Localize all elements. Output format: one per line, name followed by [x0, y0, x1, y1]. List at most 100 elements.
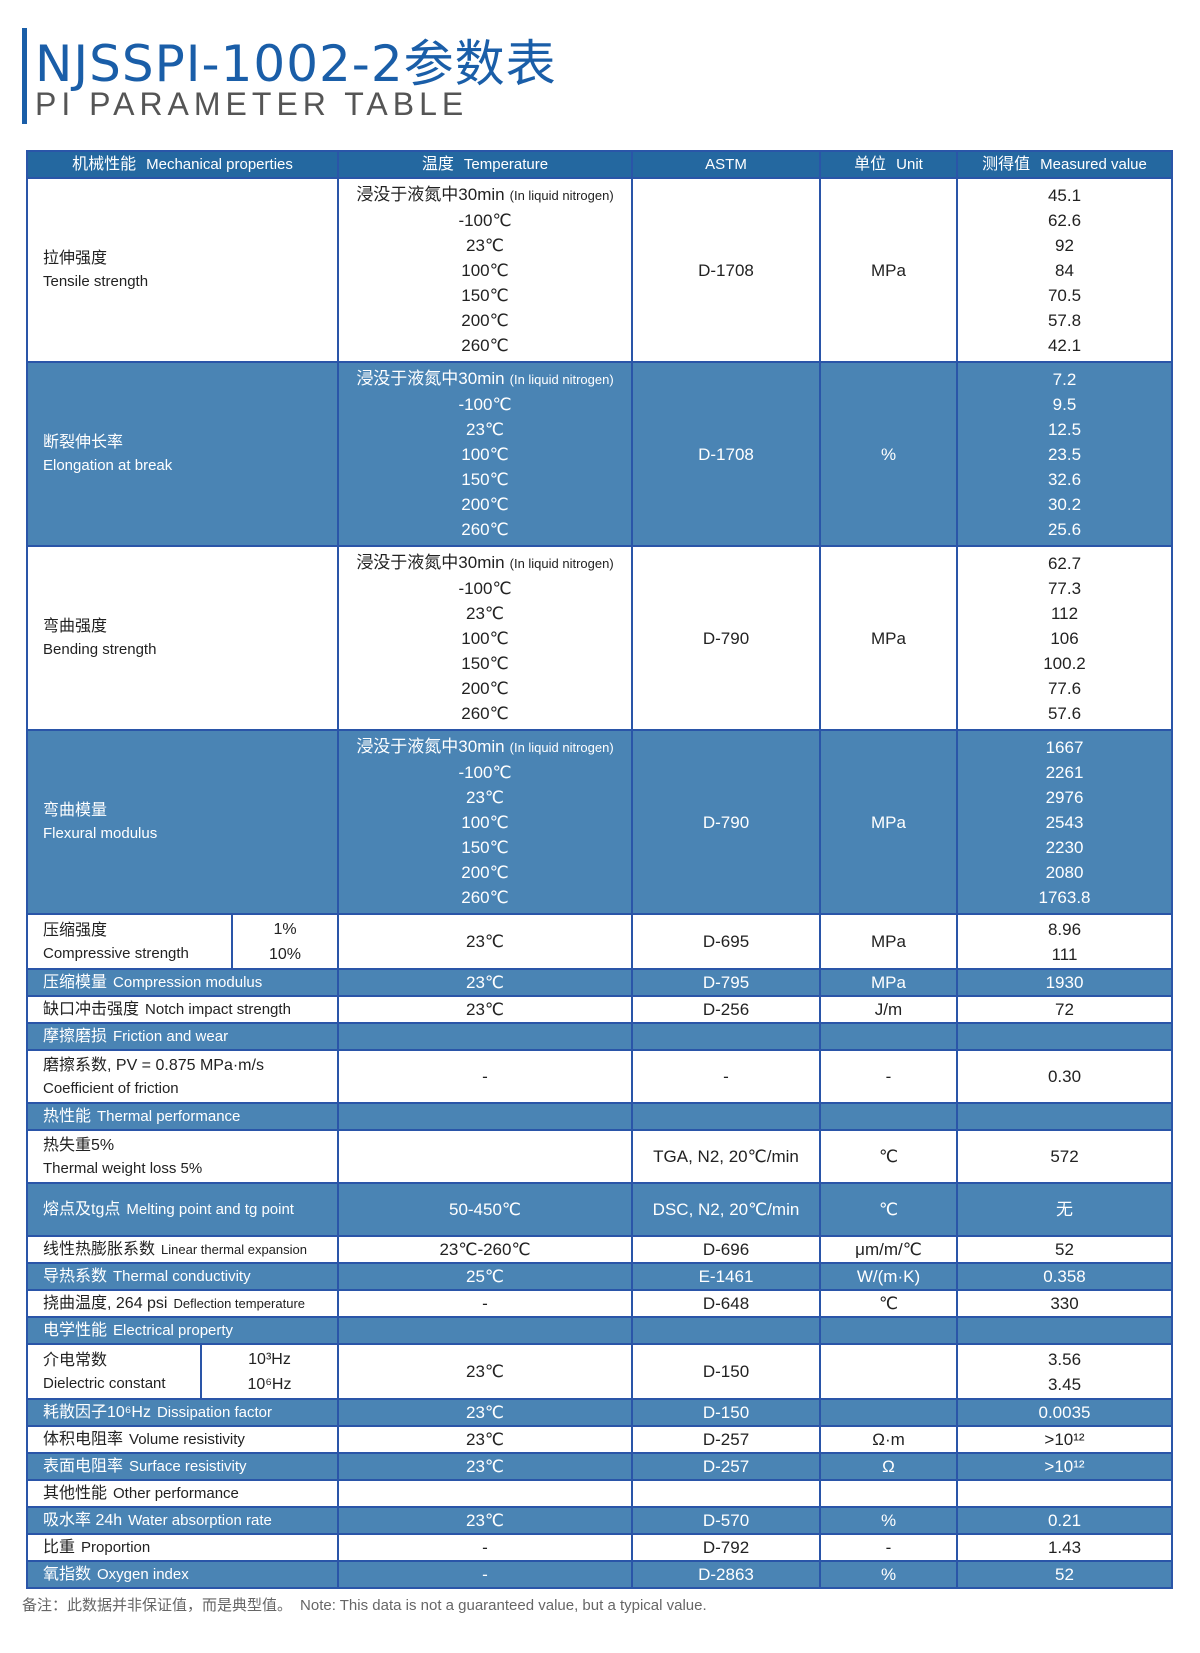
property-label: 摩擦磨损 Friction and wear: [26, 1022, 339, 1051]
astm-cell: D-2863: [631, 1560, 821, 1589]
temperature-cell: 23℃: [337, 913, 633, 970]
astm-cell: D-256: [631, 995, 821, 1024]
property-label: 热性能 Thermal performance: [26, 1102, 339, 1131]
measured-value: 57.6: [1047, 703, 1082, 723]
temperature-cell: -: [337, 1533, 633, 1562]
measured-value: 2230: [1045, 837, 1084, 857]
property-label: 氧指数 Oxygen index: [26, 1560, 339, 1589]
table-row: 吸水率 24h Water absorption rate 23℃ D-570% 0.2…: [26, 1506, 1173, 1535]
measured-value-cell: [956, 1022, 1173, 1051]
temperature-cell: 23℃: [337, 1398, 633, 1427]
property-name-zh: 比重: [43, 1539, 76, 1556]
astm-value: D-1708: [698, 260, 754, 280]
measured-value-cell: 无: [956, 1182, 1173, 1237]
temperature-value: 150℃: [461, 838, 509, 857]
measured-value: 1.43: [1047, 1538, 1082, 1557]
property-label: 弯曲强度 Bending strength: [26, 545, 339, 731]
unit-cell: %: [819, 1506, 958, 1535]
unit-cell: J/m: [819, 995, 958, 1024]
temperature-value: 100℃: [461, 813, 509, 832]
property-name-en: Surface resistivity: [129, 1458, 247, 1475]
measured-value: 70.5: [1047, 285, 1082, 305]
measured-value: 3.45: [1047, 1374, 1082, 1394]
unit-cell: [819, 1102, 958, 1131]
measured-value: 111: [1051, 944, 1078, 964]
measured-value: 0.358: [1043, 1267, 1086, 1286]
unit-value: MPa: [871, 260, 906, 280]
temperature-liquid-nitrogen: 浸没于液氮中30min: [356, 185, 505, 204]
measured-value: 112: [1050, 603, 1079, 623]
temperature-cell: [337, 1022, 633, 1051]
measured-value: 8.96: [1047, 919, 1082, 939]
temperature-note: (In liquid nitrogen): [509, 740, 614, 755]
temperature-cell: -: [337, 1289, 633, 1318]
temperature-value: 200℃: [461, 311, 509, 330]
table-row: 线性热膨胀系数 Linear thermal expansion 23℃-260℃ D…: [26, 1235, 1173, 1264]
temperature-value: 23℃: [465, 1000, 504, 1019]
astm-value: D-790: [702, 812, 750, 832]
astm-cell: D-570: [631, 1506, 821, 1535]
astm-cell: DSC, N2, 20℃/min: [631, 1182, 821, 1237]
property-name-zh: 线性热膨胀系数: [43, 1241, 156, 1258]
temperature-value: -100℃: [458, 763, 512, 782]
property-name-zh: 挠曲温度, 264 psi: [43, 1295, 168, 1312]
sub-condition: 10%: [268, 945, 302, 963]
property-name-en: Other performance: [113, 1485, 239, 1502]
astm-cell: -: [631, 1049, 821, 1104]
temperature-liquid-nitrogen: 浸没于液氮中30min: [356, 737, 505, 756]
property-label: 磨擦系数, PV = 0.875 MPa·m/s Coefficient of f…: [26, 1049, 339, 1104]
table-row: 其他性能 Other performance: [26, 1479, 1173, 1508]
measured-value-cell: 52: [956, 1560, 1173, 1589]
property-name-en: Oxygen index: [97, 1566, 189, 1583]
sub-condition: 1%: [273, 920, 297, 938]
measured-value: 330: [1050, 1294, 1079, 1313]
property-name-zh: 磨擦系数, PV = 0.875 MPa·m/s: [43, 1056, 264, 1074]
measured-value: 42.1: [1047, 335, 1082, 355]
temperature-value: -100℃: [458, 395, 512, 414]
property-name-en: Dielectric constant: [43, 1374, 166, 1392]
temperature-value: 200℃: [461, 495, 509, 514]
table-row: 耗散因子10⁶Hz Dissipation factor 23℃ D-150 0.003…: [26, 1398, 1173, 1427]
astm-cell: E-1461: [631, 1262, 821, 1291]
astm-cell: [631, 1022, 821, 1051]
property-name-en: Thermal weight loss 5%: [43, 1159, 203, 1177]
unit-value: %: [880, 1511, 897, 1530]
measured-value-cell: 1930: [956, 968, 1173, 997]
temperature-value: 23℃: [465, 973, 504, 992]
unit-value: J/m: [874, 1000, 903, 1019]
property-label: 挠曲温度, 264 psi Deflection temperature: [26, 1289, 339, 1318]
unit-value: ℃: [878, 1147, 899, 1166]
measured-value: 2543: [1045, 812, 1084, 832]
temperature-value: 浸没于液氮中30min (In liquid nitrogen): [339, 366, 631, 392]
table-row: 挠曲温度, 264 psi Deflection temperature - D-64…: [26, 1289, 1173, 1318]
table-row: 磨擦系数, PV = 0.875 MPa·m/s Coefficient of f…: [26, 1049, 1173, 1104]
unit-cell: [819, 1316, 958, 1345]
temperature-value: 浸没于液氮中30min (In liquid nitrogen): [339, 550, 631, 576]
astm-value: D-256: [702, 1000, 750, 1019]
header-en: Unit: [896, 156, 923, 173]
property-label: 导热系数 Thermal conductivity: [26, 1262, 339, 1291]
property-label: 断裂伸长率 Elongation at break: [26, 361, 339, 547]
measured-value: 2080: [1045, 862, 1084, 882]
property-name-zh: 热性能: [43, 1108, 92, 1125]
temperature-value: -: [482, 1538, 488, 1557]
measured-value: 52: [1055, 1240, 1074, 1259]
property-label: 熔点及tg点 Melting point and tg point: [26, 1182, 339, 1237]
temperature-value: -100℃: [458, 211, 512, 230]
property-name-en: Water absorption rate: [128, 1512, 272, 1529]
astm-value: DSC, N2, 20℃/min: [652, 1200, 800, 1219]
unit-value: MPa: [871, 932, 906, 951]
property-name: 介电常数 Dielectric constant: [28, 1345, 200, 1398]
property-label: 热失重5% Thermal weight loss 5%: [26, 1129, 339, 1184]
astm-cell: [631, 1102, 821, 1131]
measured-value: 52: [1055, 1565, 1074, 1584]
astm-value: -: [723, 1067, 729, 1086]
temperature-cell: 浸没于液氮中30min (In liquid nitrogen) -100℃ 23℃ 1…: [337, 177, 633, 363]
astm-value: D-150: [702, 1362, 750, 1381]
unit-cell: ℃: [819, 1129, 958, 1184]
property-name-zh: 压缩强度: [43, 921, 108, 939]
measured-value-cell: 7.2 9.5 12.5 23.5 32.6 30.2 25.6: [956, 361, 1173, 547]
property-label: 压缩模量 Compression modulus: [26, 968, 339, 997]
measured-value: 1667: [1045, 737, 1084, 757]
page-subtitle: PI PARAMETER TABLE: [35, 86, 469, 122]
